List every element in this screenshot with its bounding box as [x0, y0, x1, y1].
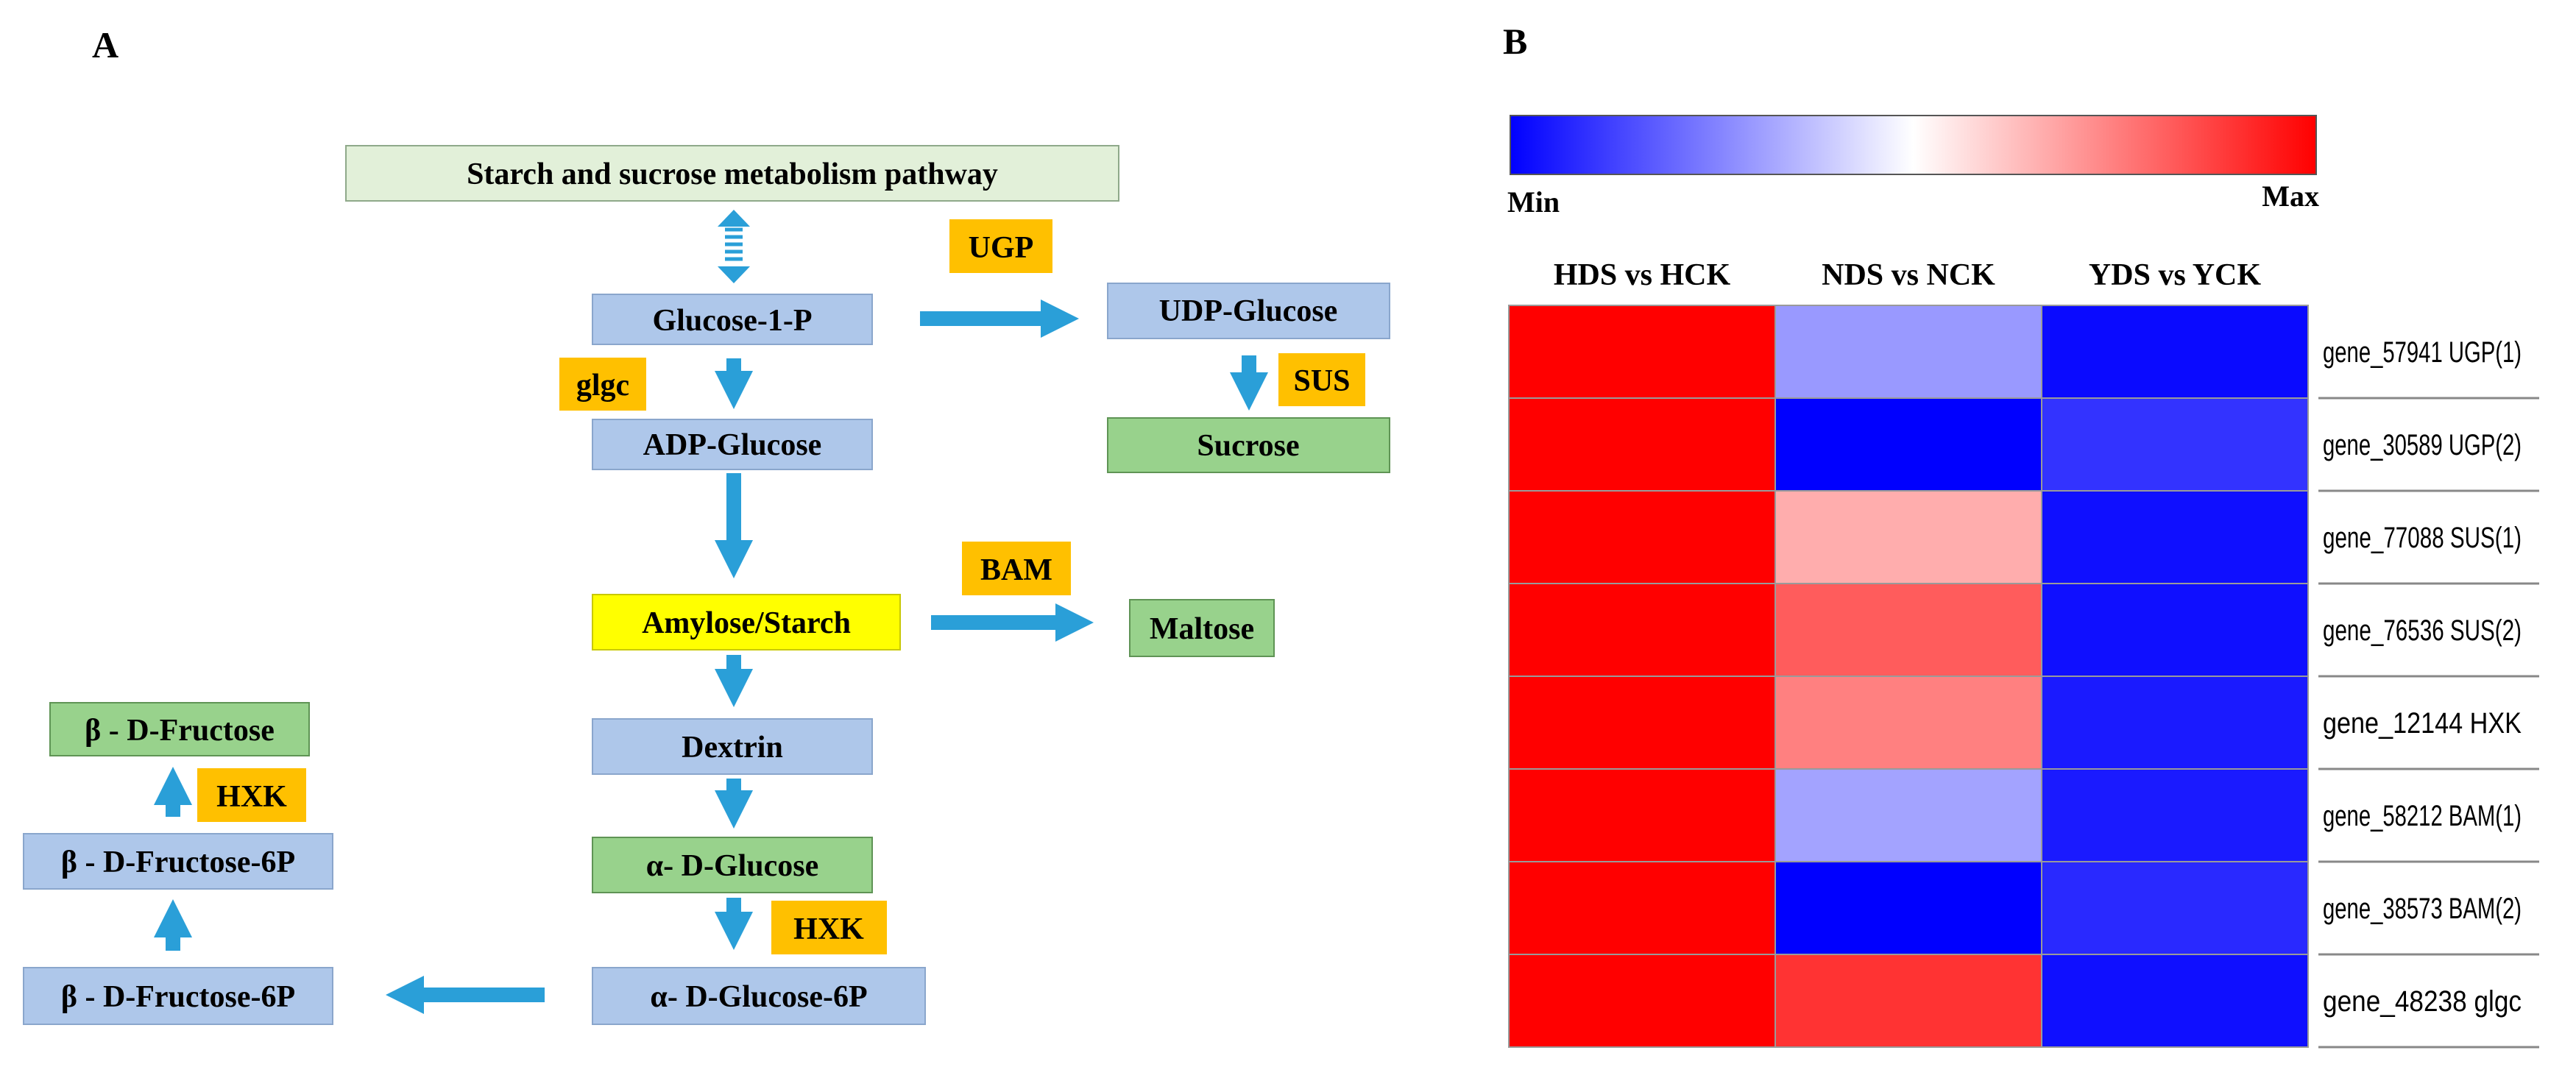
- node-udp-glucose-label: UDP-Glucose: [1159, 294, 1338, 328]
- bidirectional-arrow: [718, 210, 750, 283]
- node-beta-fructose-6p-top: β - D-Fructose-6P: [23, 833, 333, 890]
- node-dextrin: Dextrin: [592, 718, 873, 775]
- node-glucose-1p-label: Glucose-1-P: [653, 304, 813, 338]
- node-amylose-starch: Amylose/Starch: [592, 594, 901, 650]
- heatmap-cell: [1508, 305, 1776, 399]
- heatmap-cell: [2041, 768, 2309, 862]
- panel-b: B Min Max HDS vs HCK NDS vs NCK YDS vs YCK…: [1503, 21, 2539, 1049]
- enzyme-glgc: glgc: [559, 358, 646, 411]
- heatmap-cell: [1774, 861, 2042, 955]
- heatmap-cell: [2041, 490, 2309, 584]
- enzyme-hxk-left-label: HXK: [216, 780, 287, 814]
- enzyme-sus-label: SUS: [1293, 364, 1350, 398]
- node-sucrose: Sucrose: [1107, 417, 1390, 473]
- column-header: NDS vs NCK: [1822, 258, 1995, 292]
- heatmap-cell: [2041, 676, 2309, 770]
- heatmap-cell: [1774, 768, 2042, 862]
- enzyme-hxk-center-label: HXK: [793, 912, 864, 946]
- node-glucose-1p: Glucose-1-P: [592, 294, 873, 345]
- column-header: YDS vs YCK: [2089, 258, 2261, 292]
- heatmap-cell: [1508, 676, 1776, 770]
- heatmap-cell: [2041, 305, 2309, 399]
- heatmap-cell: [1508, 490, 1776, 584]
- enzyme-hxk-left: HXK: [197, 768, 306, 822]
- enzyme-glgc-label: glgc: [576, 369, 629, 403]
- node-beta-fructose-6p-bottom-label: β - D-Fructose-6P: [61, 980, 295, 1014]
- scale-min-label: Min: [1507, 185, 1560, 219]
- node-alpha-glucose: α- D-Glucose: [592, 837, 873, 893]
- heatmap-cell: [1508, 954, 1776, 1048]
- heatmap-cell: [1508, 583, 1776, 677]
- enzyme-sus: SUS: [1278, 353, 1365, 406]
- node-udp-glucose: UDP-Glucose: [1107, 283, 1390, 339]
- heatmap-cell: [1774, 954, 2042, 1048]
- heatmap-cell: [2041, 954, 2309, 1048]
- heatmap-cell: [2041, 861, 2309, 955]
- node-adp-glucose: ADP-Glucose: [592, 419, 873, 470]
- enzyme-bam-label: BAM: [980, 553, 1052, 587]
- scale-max-label: Max: [2262, 180, 2319, 213]
- node-adp-glucose-label: ADP-Glucose: [643, 428, 822, 462]
- row-label: gene_77088 SUS(1): [2323, 522, 2522, 554]
- heatmap-cell: [1774, 676, 2042, 770]
- row-label: gene_30589 UGP(2): [2323, 429, 2522, 461]
- node-alpha-glucose-6p-label: α- D-Glucose-6P: [650, 980, 867, 1014]
- row-label: gene_57941 UGP(1): [2323, 336, 2522, 369]
- node-beta-fructose-6p-top-label: β - D-Fructose-6P: [61, 845, 295, 879]
- node-alpha-glucose-6p: α- D-Glucose-6P: [592, 967, 926, 1025]
- node-beta-fructose-label: β - D-Fructose: [85, 714, 275, 748]
- node-alpha-glucose-label: α- D-Glucose: [646, 849, 819, 883]
- node-beta-fructose-6p-bottom: β - D-Fructose-6P: [23, 967, 333, 1025]
- row-label: gene_38573 BAM(2): [2323, 893, 2522, 925]
- node-maltose: Maltose: [1129, 599, 1275, 657]
- node-maltose-label: Maltose: [1150, 612, 1254, 646]
- panel-a-label: A: [92, 24, 118, 65]
- node-sucrose-label: Sucrose: [1197, 429, 1299, 463]
- enzyme-ugp-label: UGP: [969, 231, 1034, 265]
- node-dextrin-label: Dextrin: [682, 731, 783, 765]
- heatmap-cell: [1774, 305, 2042, 399]
- column-header: HDS vs HCK: [1554, 258, 1731, 292]
- heatmap-cell: [1508, 768, 1776, 862]
- heatmap-cell: [2041, 583, 2309, 677]
- panel-a: A: [23, 24, 1390, 1025]
- node-pathway-label: Starch and sucrose metabolism pathway: [467, 157, 998, 191]
- heatmap-cell: [2041, 397, 2309, 492]
- heatmap-cell: [1774, 583, 2042, 677]
- heatmap-cell: [1774, 397, 2042, 492]
- row-label: gene_48238 glgc: [2323, 985, 2522, 1018]
- enzyme-ugp: UGP: [949, 219, 1052, 273]
- node-beta-fructose: β - D-Fructose: [49, 702, 310, 756]
- color-scale: Min Max: [1507, 115, 2319, 219]
- row-label: gene_76536 SUS(2): [2323, 614, 2522, 647]
- heatmap-cell: [1774, 490, 2042, 584]
- pathway-arrows: [154, 210, 1268, 1014]
- enzyme-hxk-center: HXK: [771, 901, 887, 954]
- node-pathway: Starch and sucrose metabolism pathway: [345, 145, 1119, 202]
- panel-b-label: B: [1503, 21, 1527, 62]
- row-label: gene_58212 BAM(1): [2323, 800, 2522, 832]
- heatmap-cell: [1508, 397, 1776, 492]
- row-labels: gene_57941 UGP(1) gene_30589 UGP(2) gene_7…: [2318, 336, 2539, 1049]
- heatmap-cell: [1508, 861, 1776, 955]
- enzyme-bam: BAM: [962, 542, 1071, 595]
- node-amylose-starch-label: Amylose/Starch: [642, 606, 851, 640]
- heatmap-cells: [1508, 305, 2309, 1048]
- column-headers: HDS vs HCK NDS vs NCK YDS vs YCK: [1554, 258, 2262, 292]
- row-label: gene_12144 HXK: [2323, 707, 2522, 740]
